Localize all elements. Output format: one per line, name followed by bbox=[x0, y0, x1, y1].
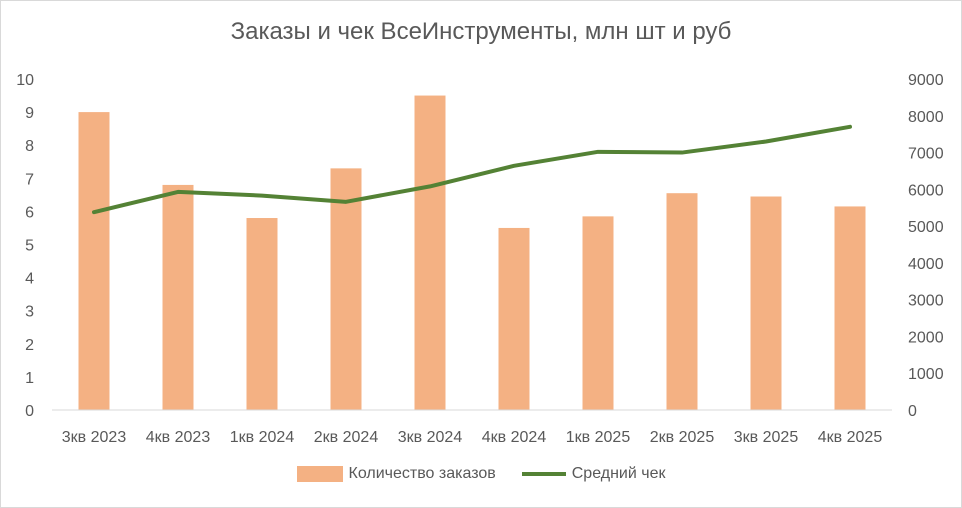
y-right-tick-label: 1000 bbox=[908, 366, 944, 383]
x-tick-label: 1кв 2025 bbox=[566, 429, 631, 446]
y-left-tick-label: 4 bbox=[25, 271, 34, 288]
y-right-tick-label: 3000 bbox=[908, 293, 944, 310]
bar-orders bbox=[498, 227, 530, 410]
y-left-tick-label: 1 bbox=[25, 370, 34, 387]
x-tick-label: 2кв 2024 bbox=[314, 429, 379, 446]
y-left-tick-label: 3 bbox=[25, 304, 34, 321]
y-right-tick-label: 7000 bbox=[908, 146, 944, 163]
y-left-tick-label: 7 bbox=[25, 171, 34, 188]
y-left-tick-label: 5 bbox=[25, 238, 34, 255]
bar-orders bbox=[834, 206, 866, 410]
x-tick-label: 1кв 2024 bbox=[230, 429, 295, 446]
bar-orders bbox=[414, 95, 446, 411]
x-tick-label: 4кв 2024 bbox=[482, 429, 547, 446]
y-right-tick-label: 8000 bbox=[908, 109, 944, 126]
y-right-tick-label: 4000 bbox=[908, 256, 944, 273]
legend-swatch-line bbox=[521, 472, 566, 476]
x-tick-label: 3кв 2024 bbox=[398, 429, 463, 446]
y-right-tick-label: 5000 bbox=[908, 219, 944, 236]
bar-orders bbox=[162, 184, 194, 410]
y-left-tick-label: 0 bbox=[25, 403, 34, 420]
chart-title: Заказы и чек ВсеИнструменты, млн шт и ру… bbox=[230, 18, 732, 45]
y-left-tick-label: 10 bbox=[16, 72, 34, 89]
y-right-tick-label: 0 bbox=[908, 403, 917, 420]
bar-orders bbox=[750, 196, 782, 410]
chart-legend: Количество заказов Средний чек bbox=[0, 465, 962, 483]
line-avg-check bbox=[92, 124, 852, 215]
bar-orders bbox=[666, 193, 698, 410]
bar-orders bbox=[582, 216, 614, 410]
x-tick-label: 3кв 2025 bbox=[734, 429, 799, 446]
x-tick-label: 2кв 2025 bbox=[650, 429, 715, 446]
y-left-tick-label: 9 bbox=[25, 105, 34, 122]
legend-item-orders: Количество заказов bbox=[296, 465, 496, 483]
bar-orders bbox=[78, 112, 110, 410]
y-right-tick-label: 9000 bbox=[908, 72, 944, 89]
legend-item-avg-check: Средний чек bbox=[521, 465, 666, 483]
x-tick-label: 3кв 2023 bbox=[62, 429, 127, 446]
legend-label-avg-check: Средний чек bbox=[571, 465, 666, 482]
x-tick-label: 4кв 2023 bbox=[146, 429, 211, 446]
legend-swatch-bar bbox=[296, 466, 343, 482]
y-left-tick-label: 6 bbox=[25, 204, 34, 221]
y-right-tick-label: 6000 bbox=[908, 182, 944, 199]
y-left-tick-label: 8 bbox=[25, 138, 34, 155]
bar-orders bbox=[246, 218, 278, 410]
y-left-tick-label: 2 bbox=[25, 337, 34, 354]
x-tick-label: 4кв 2025 bbox=[818, 429, 883, 446]
bar-orders bbox=[330, 168, 362, 410]
y-right-tick-label: 2000 bbox=[908, 329, 944, 346]
legend-label-orders: Количество заказов bbox=[348, 465, 496, 482]
